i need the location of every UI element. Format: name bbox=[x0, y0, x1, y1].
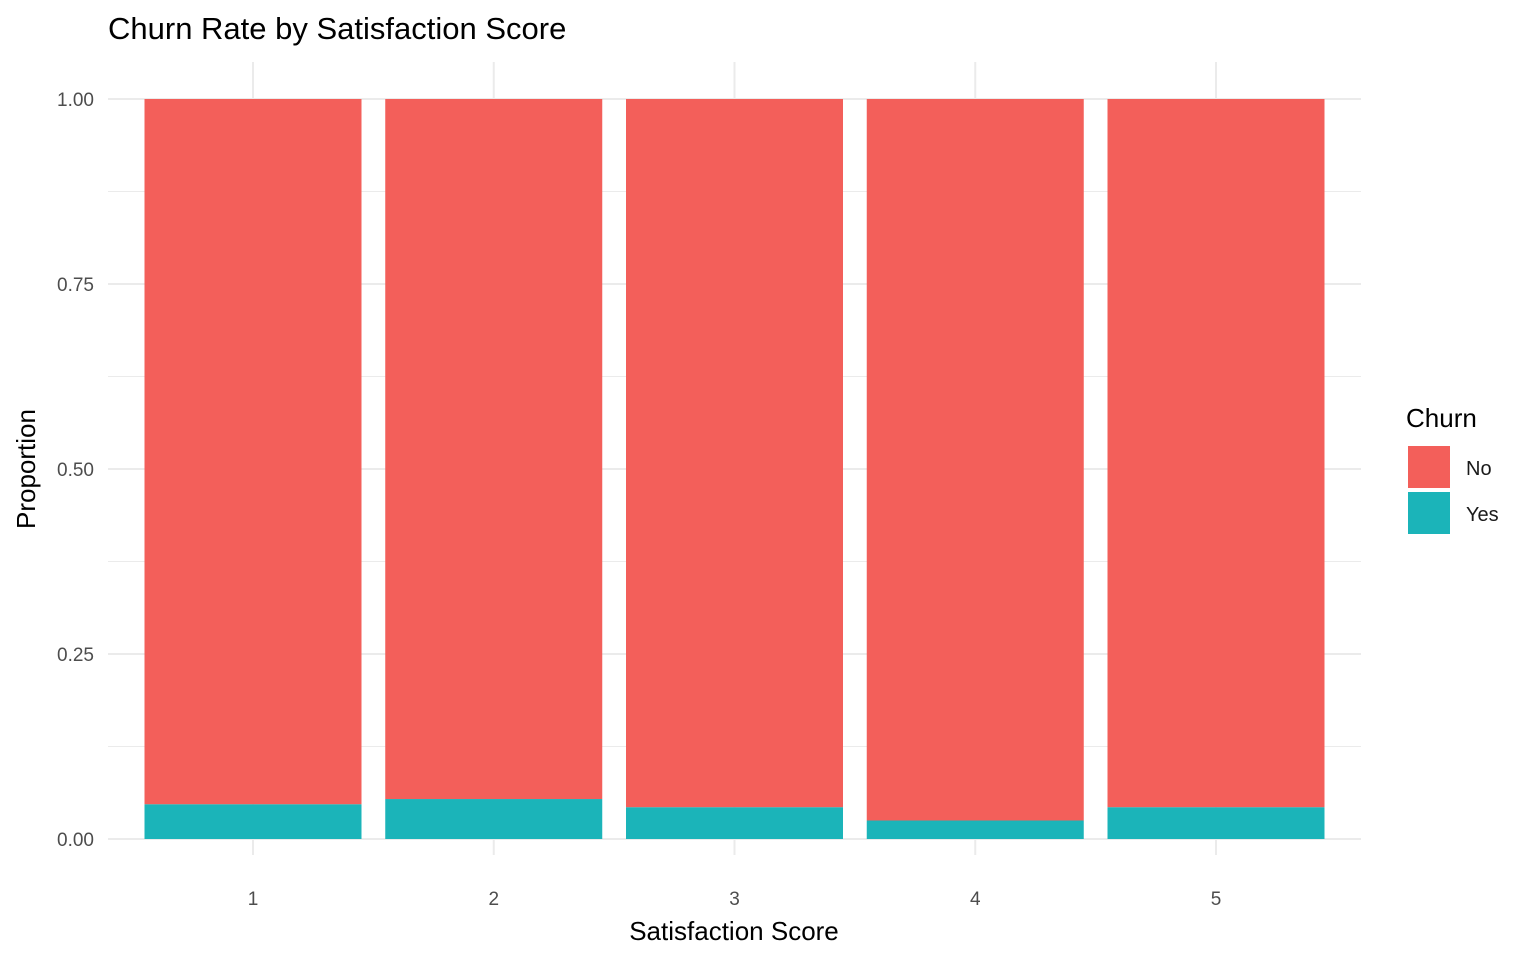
bar-no-2 bbox=[385, 99, 603, 800]
legend-label-no: No bbox=[1466, 458, 1492, 480]
legend-swatch-yes bbox=[1408, 492, 1450, 534]
bar-yes-5 bbox=[1107, 807, 1325, 839]
legend-label-yes: Yes bbox=[1466, 504, 1499, 526]
bar-no-5 bbox=[1107, 99, 1325, 808]
y-tick-label: 1.00 bbox=[57, 90, 94, 111]
y-tick-label: 0.75 bbox=[57, 275, 94, 296]
y-axis-title: Proportion bbox=[11, 409, 41, 529]
x-tick-label: 2 bbox=[488, 889, 499, 910]
bar-yes-1 bbox=[144, 804, 362, 839]
y-tick-label: 0.50 bbox=[57, 460, 94, 481]
bar-yes-4 bbox=[866, 820, 1084, 839]
legend-items: No Yes bbox=[1408, 446, 1499, 534]
bar-no-1 bbox=[144, 99, 362, 805]
x-axis-title: Satisfaction Score bbox=[629, 916, 839, 946]
y-axis-ticks: 0.00 0.25 0.50 0.75 1.00 bbox=[57, 90, 94, 851]
x-tick-label: 4 bbox=[970, 889, 981, 910]
bars-layer bbox=[144, 99, 1325, 839]
x-axis-ticks: 1 2 3 4 5 bbox=[248, 889, 1222, 910]
bar-yes-3 bbox=[626, 807, 843, 839]
bar-yes-2 bbox=[385, 799, 603, 839]
bar-no-3 bbox=[626, 99, 843, 808]
chart-title: Churn Rate by Satisfaction Score bbox=[108, 11, 566, 46]
y-tick-label: 0.25 bbox=[57, 645, 94, 666]
legend-title: Churn bbox=[1406, 403, 1477, 433]
legend-swatch-no bbox=[1408, 446, 1450, 488]
x-tick-label: 5 bbox=[1211, 889, 1222, 910]
x-tick-label: 3 bbox=[729, 889, 740, 910]
legend: Churn No Yes bbox=[1406, 403, 1499, 534]
x-tick-label: 1 bbox=[248, 889, 259, 910]
bar-no-4 bbox=[866, 99, 1084, 821]
y-tick-label: 0.00 bbox=[57, 830, 94, 851]
